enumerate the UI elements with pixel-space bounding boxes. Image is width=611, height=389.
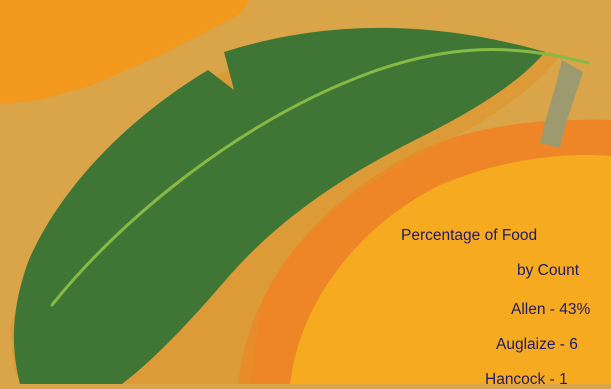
leaf	[13, 27, 545, 384]
heading-line-1: Percentage of Food	[401, 227, 538, 244]
fruit-inner	[290, 155, 611, 384]
county-allen: Allen - 43%	[511, 301, 591, 318]
county-auglaize: Auglaize - 6	[496, 336, 578, 353]
leaf-vein	[50, 48, 590, 307]
orange-splash	[0, 0, 250, 104]
heading-line-2: by Count	[517, 262, 580, 279]
county-hancock: Hancock - 1	[485, 371, 568, 388]
stem	[540, 60, 583, 148]
